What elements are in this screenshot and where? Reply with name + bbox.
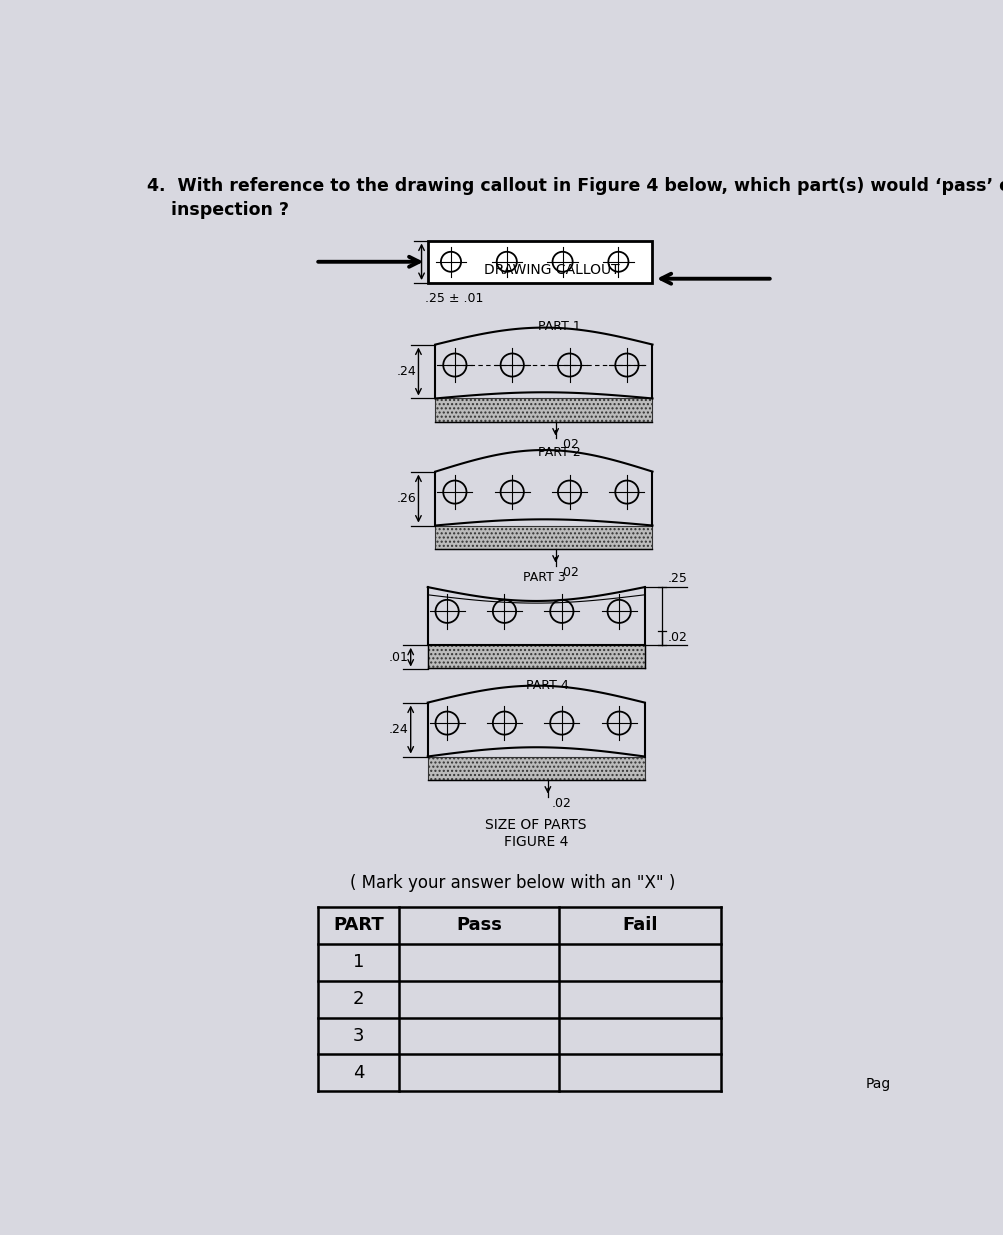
Text: PART 4: PART 4: [526, 679, 569, 692]
Text: .25 ± .01: .25 ± .01: [424, 293, 482, 305]
Text: DRAWING CALLOUT: DRAWING CALLOUT: [483, 263, 619, 277]
Text: 2: 2: [352, 990, 364, 1008]
Text: Fail: Fail: [622, 916, 657, 934]
Text: ( Mark your answer below with an "X" ): ( Mark your answer below with an "X" ): [350, 874, 675, 893]
Text: PART 3: PART 3: [523, 571, 565, 584]
Bar: [435, 526, 652, 548]
Text: Pass: Pass: [456, 916, 502, 934]
Text: .24: .24: [388, 722, 408, 736]
Bar: [427, 757, 644, 779]
Text: Pag: Pag: [866, 1077, 891, 1092]
Text: .26: .26: [396, 492, 415, 505]
Text: PART 2: PART 2: [538, 446, 581, 459]
Bar: [435, 399, 652, 421]
Text: FIGURE 4: FIGURE 4: [504, 835, 568, 848]
Text: .02: .02: [559, 438, 579, 452]
Text: SIZE OF PARTS: SIZE OF PARTS: [485, 818, 587, 832]
Text: .02: .02: [552, 797, 571, 809]
Text: 1: 1: [352, 953, 364, 971]
Bar: [427, 241, 652, 283]
Text: .02: .02: [559, 566, 579, 578]
Text: PART 1: PART 1: [538, 320, 581, 333]
Text: .01: .01: [388, 651, 408, 664]
Text: 3: 3: [352, 1028, 364, 1045]
Text: .24: .24: [396, 366, 415, 378]
Text: PART: PART: [333, 916, 383, 934]
Text: .25: .25: [667, 572, 687, 585]
Text: 4.  With reference to the drawing callout in Figure 4 below, which part(s) would: 4. With reference to the drawing callout…: [147, 178, 1003, 219]
Text: 4: 4: [352, 1065, 364, 1082]
Bar: [427, 645, 644, 668]
Text: .02: .02: [667, 631, 687, 645]
